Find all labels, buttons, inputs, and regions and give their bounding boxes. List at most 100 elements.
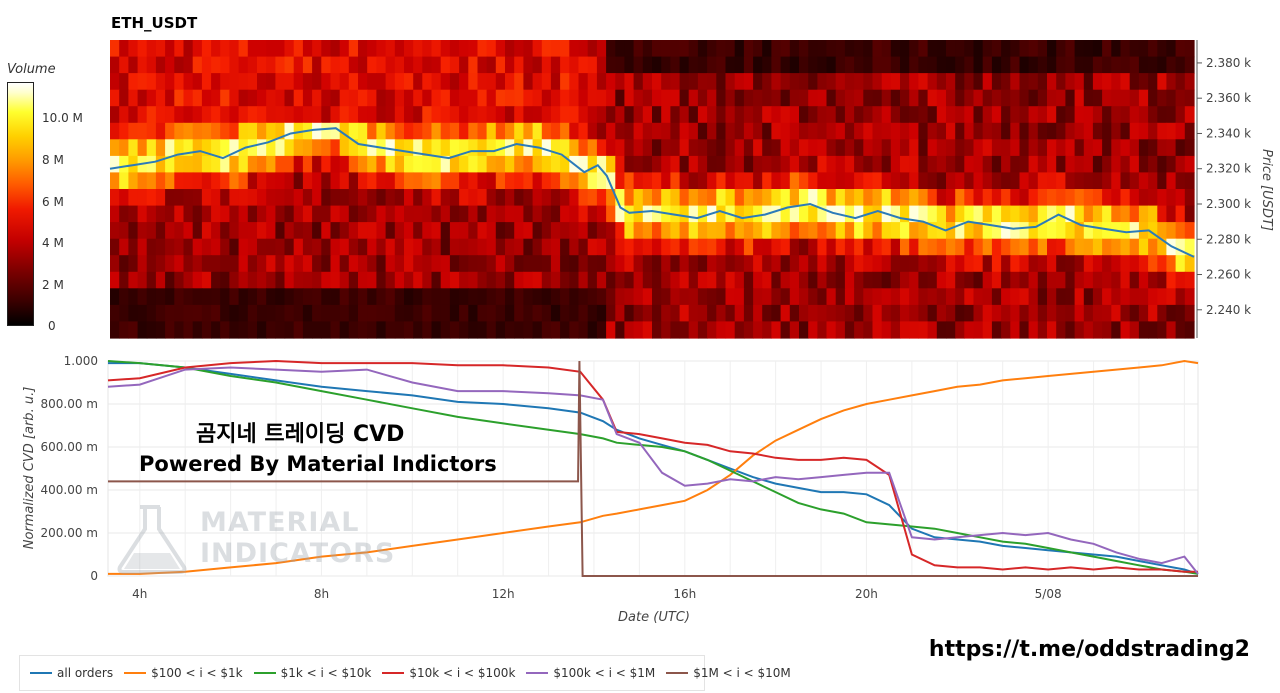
heatmap-cell: [468, 172, 479, 190]
heatmap-cell: [826, 122, 837, 140]
heatmap-cell: [955, 56, 965, 74]
heatmap-cell: [789, 40, 800, 58]
heatmap-cell: [192, 288, 203, 306]
heatmap-cell: [183, 321, 194, 339]
heatmap-cell: [1129, 288, 1140, 306]
heatmap-cell: [964, 255, 975, 273]
heatmap-cell: [1019, 321, 1030, 339]
heatmap-cell: [743, 189, 754, 207]
heatmap-cell: [459, 106, 469, 124]
heatmap-cell: [1019, 304, 1030, 323]
heatmap-cell: [348, 304, 359, 323]
legend-item[interactable]: $10k < i < $100k: [382, 666, 515, 680]
heatmap-cell: [486, 56, 497, 74]
heatmap-cell: [835, 73, 846, 91]
legend-item[interactable]: $1M < i < $10M: [666, 666, 791, 680]
cvd-x-tick-label: 12h: [492, 587, 515, 601]
heatmap-cell: [633, 304, 644, 323]
heatmap-cell: [1175, 222, 1186, 240]
heatmap-cell: [229, 271, 240, 289]
heatmap-cell: [1019, 139, 1030, 157]
legend-item[interactable]: $1k < i < $10k: [253, 666, 371, 680]
heatmap-cell: [266, 205, 276, 223]
heatmap-cell: [881, 56, 892, 74]
heatmap-cell: [348, 205, 359, 223]
heatmap-cell: [1056, 321, 1066, 339]
heatmap-cell: [863, 155, 874, 174]
heatmap-cell: [615, 172, 626, 190]
heatmap-cell: [440, 321, 451, 339]
heatmap-cell: [376, 40, 387, 58]
heatmap-cell: [321, 238, 332, 256]
heatmap-cell: [293, 172, 304, 190]
heatmap-cell: [1010, 40, 1021, 58]
heatmap-cell: [550, 271, 561, 289]
heatmap-cell: [119, 189, 129, 207]
heatmap-cell: [881, 321, 892, 339]
heatmap-cell: [247, 304, 258, 323]
heatmap-cell: [854, 73, 864, 91]
heatmap-cell: [440, 304, 451, 323]
heatmap-cell: [624, 56, 635, 74]
heatmap-cell: [1047, 222, 1057, 240]
heatmap-cell: [275, 205, 286, 223]
heatmap-cell: [495, 122, 506, 140]
heatmap-cell: [578, 139, 589, 157]
heatmap-cell: [385, 56, 396, 74]
heatmap-cell: [449, 189, 460, 207]
heatmap-cell: [587, 139, 598, 157]
heatmap-cell: [339, 139, 350, 157]
heatmap-cell: [982, 321, 993, 339]
heatmap-cell: [560, 73, 570, 91]
heatmap-cell: [615, 89, 626, 107]
heatmap-cell: [587, 40, 598, 58]
heatmap-cell: [688, 189, 699, 207]
heatmap-cell: [642, 56, 653, 74]
legend-item[interactable]: $100k < i < $1M: [526, 666, 655, 680]
channel-url[interactable]: https://t.me/oddstrading2: [928, 637, 1250, 662]
heatmap-cell: [679, 40, 690, 58]
heatmap-cell: [257, 56, 267, 74]
heatmap-cell: [1065, 73, 1076, 91]
heatmap-cell: [146, 304, 157, 323]
heatmap-cell: [505, 189, 515, 207]
heatmap-cell: [413, 155, 423, 174]
heatmap-cell: [146, 238, 157, 256]
heatmap-cell: [404, 271, 414, 289]
heatmap-cell: [358, 139, 368, 157]
heatmap-cell: [844, 73, 855, 91]
heatmap-cell: [459, 172, 469, 190]
heatmap-cell: [275, 271, 286, 289]
heatmap-cell: [110, 189, 120, 207]
orderbook-heatmap: 2.380 k2.360 k2.340 k2.320 k2.300 k2.280…: [109, 40, 1274, 339]
heatmap-cell: [440, 106, 451, 124]
heatmap-cell: [155, 321, 166, 339]
legend-swatch: [124, 672, 147, 674]
heatmap-cell: [652, 73, 662, 91]
heatmap-cell: [1065, 189, 1076, 207]
heatmap-cell: [220, 222, 230, 240]
heatmap-cell: [1083, 106, 1094, 124]
heatmap-cell: [229, 255, 240, 273]
heatmap-cell: [146, 172, 157, 190]
heatmap-cell: [606, 304, 616, 323]
heatmap-cell: [661, 40, 671, 58]
heatmap-cell: [725, 155, 736, 174]
heatmap-cell: [293, 56, 304, 74]
heatmap-cell: [587, 106, 598, 124]
heatmap-cell: [358, 155, 368, 174]
watermark-line1: MATERIAL: [200, 507, 360, 538]
colorbar-tick: 2 M: [42, 278, 64, 292]
colorbar-title: Volume: [7, 62, 56, 77]
heatmap-cell: [201, 106, 212, 124]
heatmap-cell: [1157, 122, 1168, 140]
legend-item[interactable]: $100 < i < $1k: [124, 666, 243, 680]
legend-item[interactable]: all orders: [30, 666, 113, 680]
heatmap-cell: [991, 139, 1002, 157]
heatmap-cell: [890, 271, 901, 289]
heatmap-cell: [771, 222, 782, 240]
heatmap-cell: [1028, 288, 1039, 306]
heatmap-cell: [670, 321, 681, 339]
heatmap-cell: [468, 321, 479, 339]
heatmap-cell: [854, 155, 864, 174]
